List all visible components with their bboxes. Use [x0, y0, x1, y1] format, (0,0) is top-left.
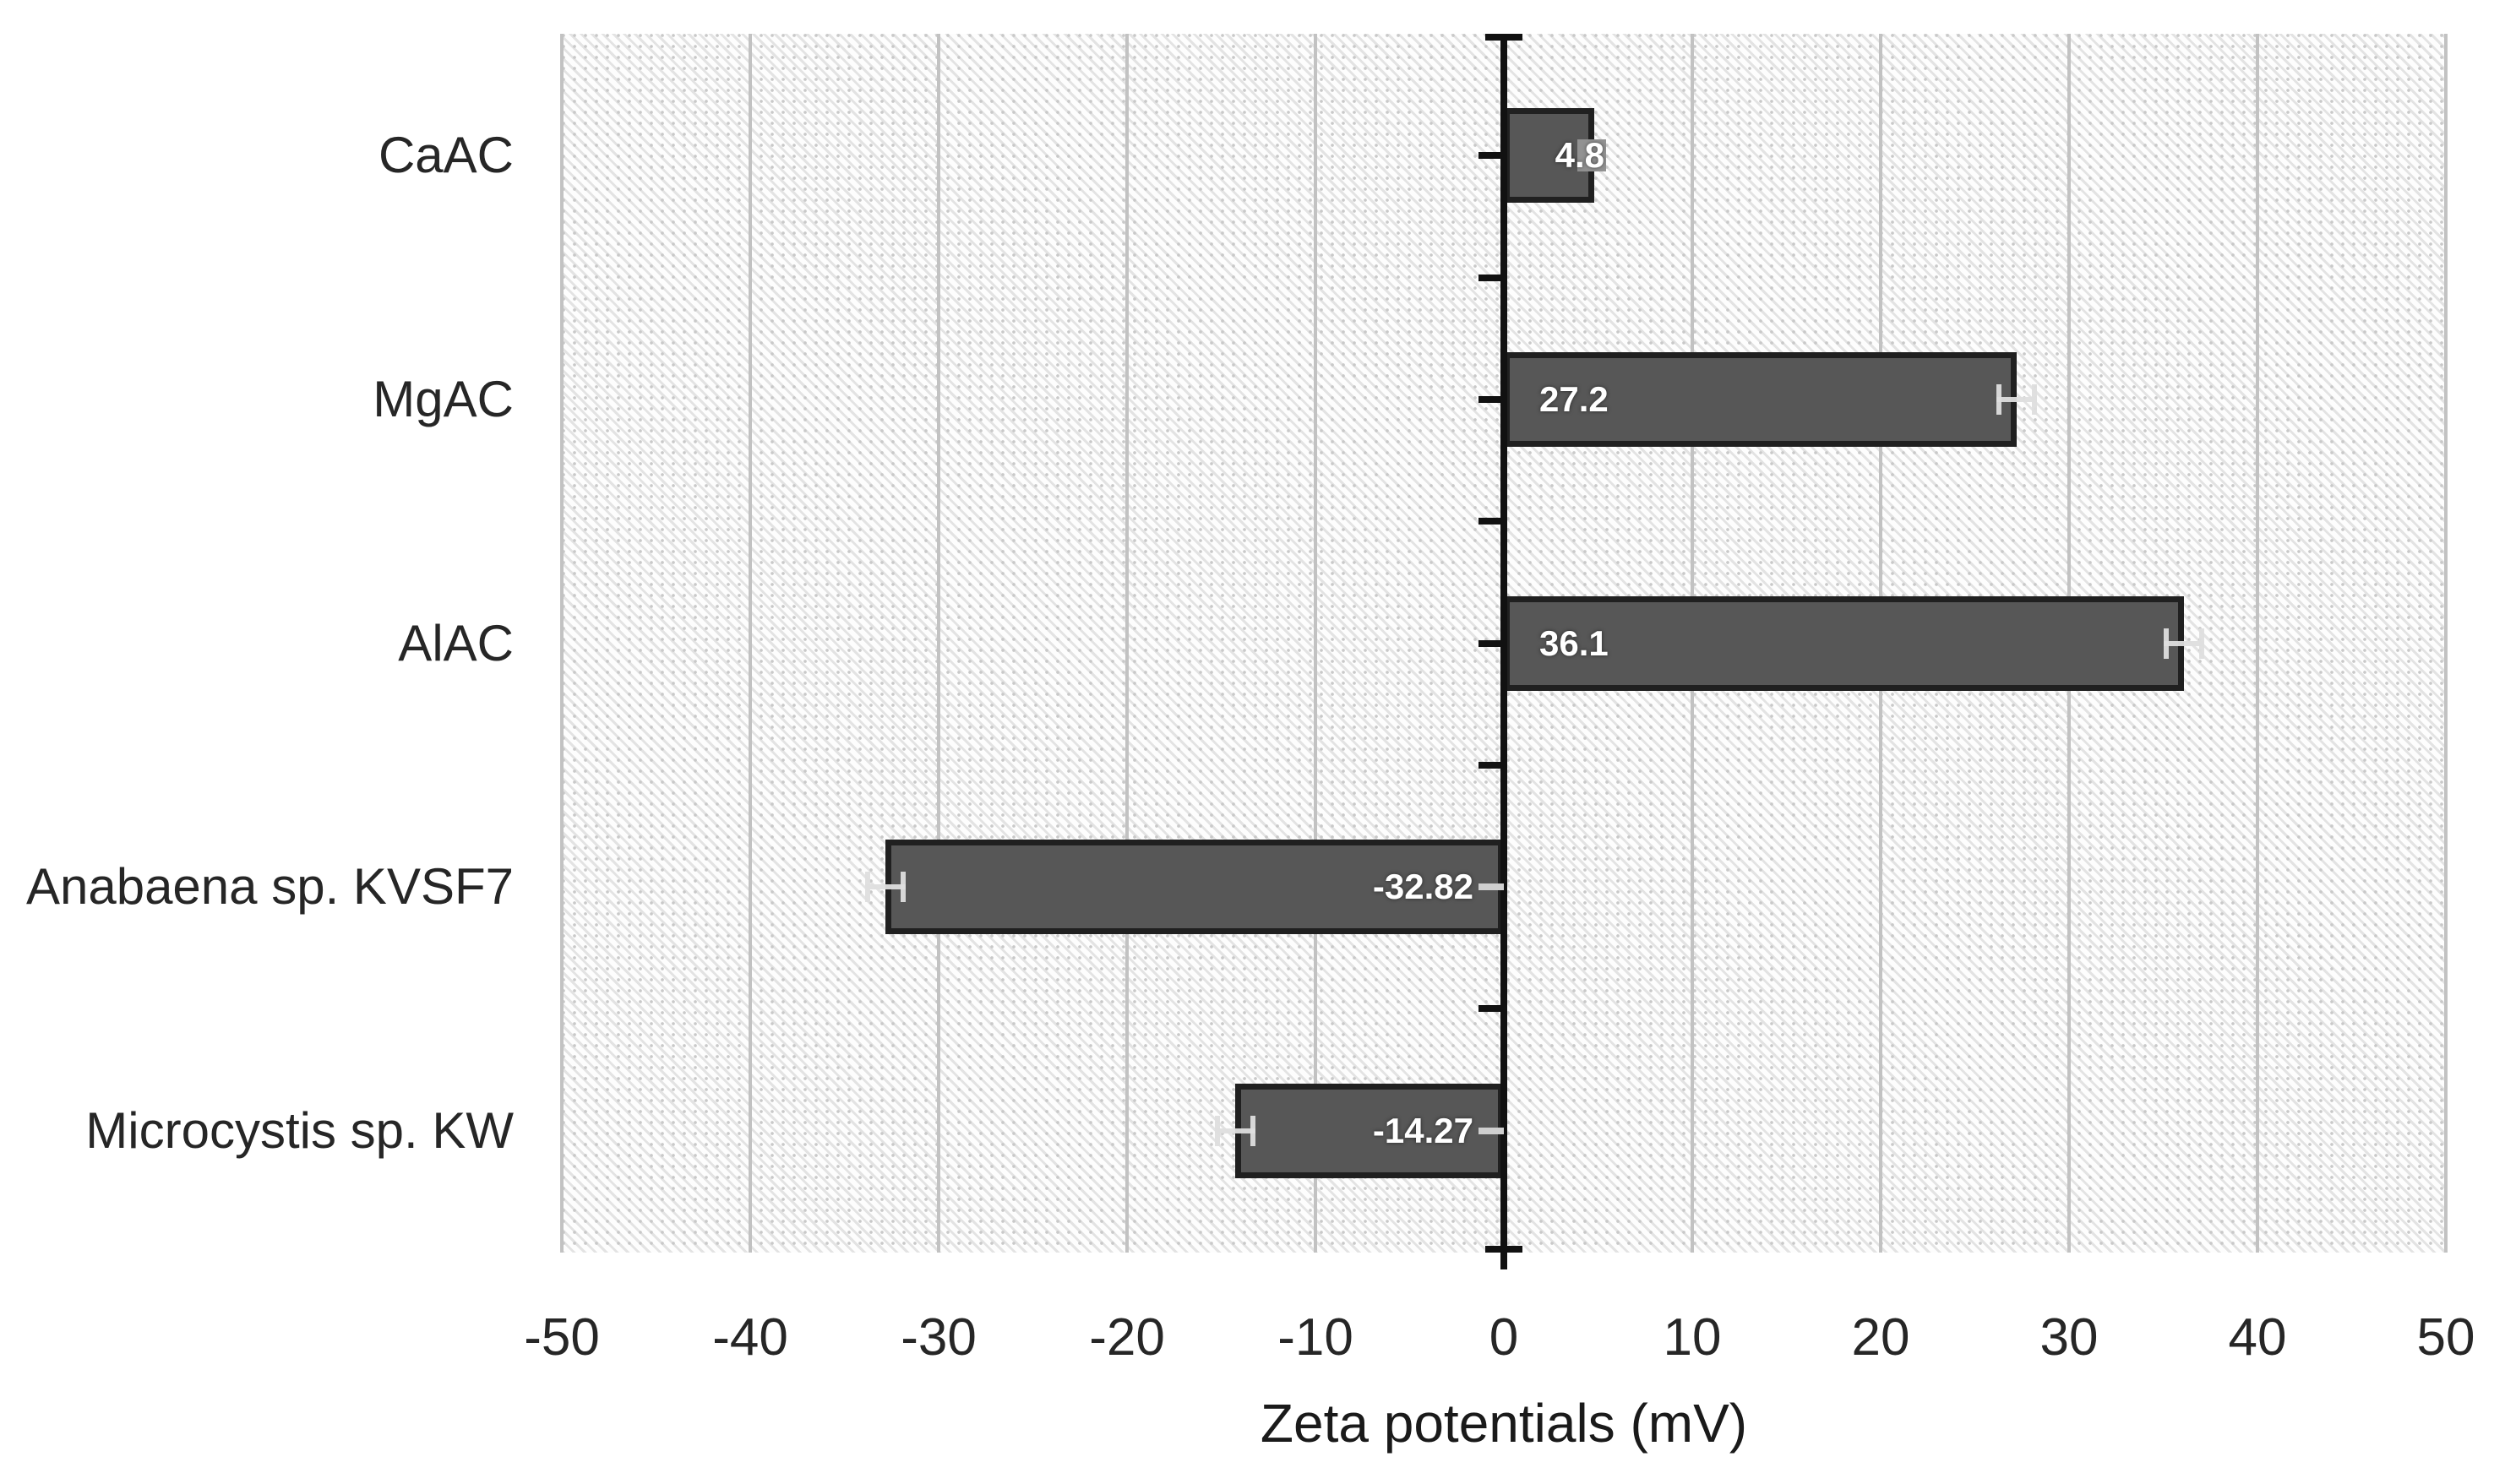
category-label: CaAC [378, 127, 514, 184]
axis-tick [1478, 518, 1504, 525]
x-tick-label: -40 [712, 1308, 788, 1367]
error-bar [1996, 396, 2037, 402]
bar-value-label: -32.82 [1372, 867, 1473, 907]
error-bar-cap [2199, 628, 2205, 659]
gridline [749, 34, 752, 1253]
x-tick-label: 0 [1489, 1308, 1519, 1367]
x-tick-label: 50 [2416, 1308, 2475, 1367]
plot-area: 4.8 27.2 36.1 -32.82 -14.27 [560, 34, 2448, 1269]
zero-axis-line [1500, 34, 1507, 1269]
axis-tick [1478, 1005, 1504, 1013]
category-label: AlAC [398, 614, 514, 671]
error-bar-cap [2164, 628, 2170, 659]
gridline [2256, 34, 2259, 1253]
error-bar [1214, 1128, 1255, 1133]
x-tick-label: 40 [2228, 1308, 2287, 1367]
x-tick-label: -30 [901, 1308, 977, 1367]
error-bar [2164, 640, 2205, 646]
x-tick-label: 20 [1851, 1308, 1910, 1367]
gridline [937, 34, 940, 1253]
gridline [1125, 34, 1129, 1253]
error-bar-cap [2031, 383, 2037, 415]
error-bar-cap [1214, 1115, 1220, 1146]
axis-tick [1485, 1246, 1522, 1253]
axis-tick [1478, 883, 1504, 891]
bar [1504, 351, 2017, 447]
error-bar-cap [1996, 383, 2001, 415]
gridline [2444, 34, 2448, 1253]
axis-tick [1478, 152, 1504, 160]
bar-value-label: -14.27 [1372, 1110, 1473, 1150]
error-bar-cap [901, 872, 907, 903]
error-bar-cap [865, 872, 871, 903]
bar [885, 840, 1504, 935]
axis-tick [1478, 639, 1504, 647]
x-tick-label: -20 [1089, 1308, 1165, 1367]
bar-value-label: 4.8 [1555, 135, 1605, 176]
x-tick-label: -10 [1277, 1308, 1353, 1367]
bar-value-label: 27.2 [1539, 378, 1609, 419]
error-bar-cap [1250, 1115, 1255, 1146]
axis-tick [1478, 274, 1504, 281]
x-axis-title: Zeta potentials (mV) [1260, 1393, 1748, 1454]
axis-tick [1485, 34, 1522, 41]
category-label: MgAC [373, 370, 514, 427]
x-tick-label: 30 [2039, 1308, 2099, 1367]
category-label: Microcystis sp. KW [85, 1101, 514, 1159]
axis-tick [1478, 761, 1504, 769]
x-tick-label: 10 [1663, 1308, 1722, 1367]
x-tick-label: -50 [524, 1308, 600, 1367]
value-label-chip [1577, 139, 1607, 172]
bar-value-label: 36.1 [1539, 622, 1609, 663]
error-bar [865, 884, 907, 890]
axis-tick [1478, 395, 1504, 403]
category-label: Anabaena sp. KVSF7 [25, 858, 514, 916]
gridline [560, 34, 564, 1253]
axis-tick [1478, 1127, 1504, 1134]
gridline [1314, 34, 1317, 1253]
